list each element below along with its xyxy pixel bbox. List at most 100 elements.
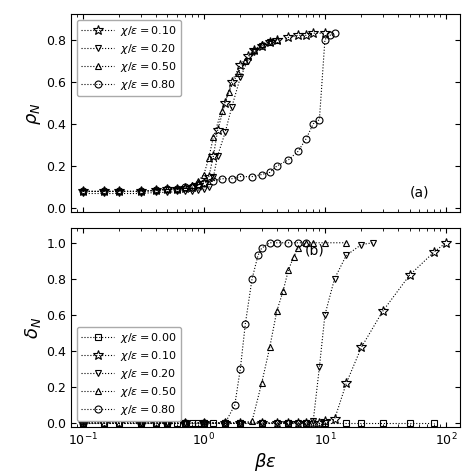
$\chi/\varepsilon = 0.10$ [295,32,301,38]
$\chi/\varepsilon = 0.80$ [210,178,216,184]
$\chi/\varepsilon = 0.00$ [237,420,243,426]
$\chi/\varepsilon = 0.00$ [210,420,216,426]
$\chi/\varepsilon = 0.10$ [303,32,309,38]
$\chi/\varepsilon = 0.50$ [80,189,86,194]
$\chi/\varepsilon = 0.10$ [310,30,316,36]
$\chi/\varepsilon = 0.10$ [153,188,159,193]
$\chi/\varepsilon = 0.80$ [237,174,243,180]
Text: (a): (a) [409,186,429,200]
$\chi/\varepsilon = 0.20$ [222,420,228,426]
$\chi/\varepsilon = 0.50$ [182,184,188,190]
$\chi/\varepsilon = 0.50$ [249,419,255,424]
$\chi/\varepsilon = 0.10$ [117,420,122,426]
Y-axis label: $\delta_N$: $\delta_N$ [23,317,44,338]
$\chi/\varepsilon = 0.50$ [210,134,216,139]
$\chi/\varepsilon = 0.10$ [80,189,86,194]
$\chi/\varepsilon = 0.80$ [237,366,243,372]
$\chi/\varepsilon = 0.10$ [237,62,243,68]
$\chi/\varepsilon = 0.10$ [153,420,159,426]
$\chi/\varepsilon = 0.20$ [182,420,188,426]
$\chi/\varepsilon = 0.50$ [222,420,228,426]
$\chi/\varepsilon = 0.10$ [358,345,364,350]
$\chi/\varepsilon = 0.10$ [138,420,144,426]
$\chi/\varepsilon = 0.80$ [327,32,333,38]
$\chi/\varepsilon = 0.20$ [164,420,170,426]
$\chi/\varepsilon = 0.80$ [286,157,292,163]
$\chi/\varepsilon = 0.20$ [310,419,316,424]
$\chi/\varepsilon = 0.00$ [303,420,309,426]
$\chi/\varepsilon = 0.80$ [101,189,107,194]
$\chi/\varepsilon = 0.10$ [245,54,251,59]
$\chi/\varepsilon = 0.00$ [182,420,188,426]
$\chi/\varepsilon = 0.20$ [222,129,228,135]
$\chi/\varepsilon = 0.50$ [201,172,207,177]
$\chi/\varepsilon = 0.50$ [237,420,243,426]
$\chi/\varepsilon = 0.00$ [343,420,349,426]
$\chi/\varepsilon = 0.10$ [303,420,309,426]
$\chi/\varepsilon = 0.20$ [259,43,264,49]
$\chi/\varepsilon = 0.10$ [201,180,207,186]
$\chi/\varepsilon = 0.80$ [189,184,195,190]
$\chi/\varepsilon = 0.10$ [164,420,170,426]
$\chi/\varepsilon = 0.10$ [138,189,144,194]
$\chi/\varepsilon = 0.10$ [267,39,273,45]
$\chi/\varepsilon = 0.50$ [267,345,273,350]
$\chi/\varepsilon = 0.20$ [251,49,257,55]
$\chi/\varepsilon = 0.50$ [322,240,328,246]
$\chi/\varepsilon = 0.80$ [182,184,188,190]
$\chi/\varepsilon = 0.80$ [174,186,180,192]
$\chi/\varepsilon = 0.00$ [286,420,292,426]
Line: $\chi/\varepsilon = 0.50$: $\chi/\varepsilon = 0.50$ [79,36,280,195]
$\chi/\varepsilon = 0.20$ [101,191,107,196]
$\chi/\varepsilon = 0.50$ [259,381,264,386]
$\chi/\varepsilon = 0.20$ [153,190,159,195]
Line: $\chi/\varepsilon = 0.10$: $\chi/\varepsilon = 0.10$ [78,28,330,196]
$\chi/\varepsilon = 0.80$ [286,240,292,246]
$\chi/\varepsilon = 0.00$ [431,420,437,426]
$\chi/\varepsilon = 0.50$ [174,186,180,192]
$\chi/\varepsilon = 0.50$ [219,109,224,114]
$\chi/\varepsilon = 0.50$ [182,420,188,426]
$\chi/\varepsilon = 0.50$ [235,71,240,76]
$\chi/\varepsilon = 0.20$ [80,420,86,426]
$\chi/\varepsilon = 0.20$ [201,420,207,426]
$\chi/\varepsilon = 0.10$ [407,273,412,278]
$\chi/\varepsilon = 0.20$ [267,39,273,45]
$\chi/\varepsilon = 0.10$ [80,420,86,426]
$\chi/\varepsilon = 0.50$ [201,420,207,426]
$\chi/\varepsilon = 0.10$ [206,174,212,180]
$\chi/\varepsilon = 0.10$ [101,420,107,426]
$\chi/\varepsilon = 0.50$ [189,182,195,188]
$\chi/\varepsilon = 0.00$ [164,420,170,426]
$\chi/\varepsilon = 0.80$ [259,246,264,251]
$\chi/\varepsilon = 0.50$ [206,155,212,161]
$\chi/\varepsilon = 0.20$ [189,189,195,194]
$\chi/\varepsilon = 0.20$ [201,186,207,192]
$\chi/\varepsilon = 0.80$ [80,420,86,426]
$\chi/\varepsilon = 0.80$ [322,36,328,42]
$\chi/\varepsilon = 0.20$ [370,240,376,246]
Y-axis label: $\rho_N$: $\rho_N$ [26,102,44,125]
$\chi/\varepsilon = 0.50$ [243,58,248,64]
$\chi/\varepsilon = 0.50$ [286,267,292,273]
$\chi/\varepsilon = 0.20$ [274,420,280,426]
$\chi/\varepsilon = 0.00$ [138,420,144,426]
Line: $\chi/\varepsilon = 0.20$: $\chi/\varepsilon = 0.20$ [79,239,376,427]
$\chi/\varepsilon = 0.80$ [267,240,273,246]
$\chi/\varepsilon = 0.20$ [286,420,292,426]
$\chi/\varepsilon = 0.50$ [310,240,316,246]
$\chi/\varepsilon = 0.10$ [274,420,280,426]
$\chi/\varepsilon = 0.10$ [274,36,280,42]
$\chi/\varepsilon = 0.20$ [80,191,86,196]
Line: $\chi/\varepsilon = 0.80$: $\chi/\varepsilon = 0.80$ [79,30,338,195]
$\chi/\varepsilon = 0.00$ [259,420,264,426]
$\chi/\varepsilon = 0.20$ [138,420,144,426]
Line: $\chi/\varepsilon = 0.00$: $\chi/\varepsilon = 0.00$ [80,420,437,426]
$\chi/\varepsilon = 0.80$ [255,253,261,258]
$\chi/\varepsilon = 0.80$ [222,420,228,426]
$\chi/\varepsilon = 0.10$ [164,186,170,192]
$\chi/\varepsilon = 0.50$ [303,240,309,246]
$\chi/\varepsilon = 0.20$ [332,276,337,282]
$\chi/\varepsilon = 0.50$ [274,36,280,42]
$\chi/\varepsilon = 0.20$ [164,190,170,195]
